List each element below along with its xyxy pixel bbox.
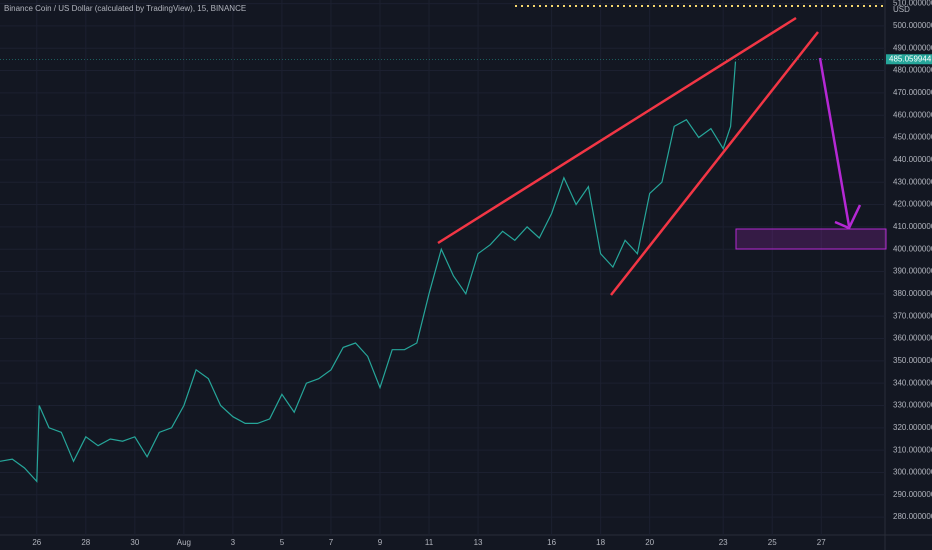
y-tick-label: 460.000000	[893, 110, 932, 119]
y-tick-label: 450.000000	[893, 133, 932, 142]
y-tick-label: 490.000000	[893, 43, 932, 52]
y-tick-label: 360.000000	[893, 334, 932, 343]
y-tick-label: 440.000000	[893, 155, 932, 164]
y-tick-label: 380.000000	[893, 289, 932, 298]
plot	[0, 61, 737, 483]
grid	[0, 0, 885, 535]
x-tick-label: 11	[425, 538, 434, 547]
y-tick-label: 320.000000	[893, 423, 932, 432]
target-zone	[735, 228, 887, 250]
wedge-upper-line	[437, 16, 797, 245]
y-tick-label: 290.000000	[893, 490, 932, 499]
y-tick-label: 340.000000	[893, 378, 932, 387]
x-tick-label: 20	[645, 538, 654, 547]
x-tick-label: 23	[719, 538, 728, 547]
x-tick-label: Aug	[177, 538, 191, 547]
y-tick-label: 410.000000	[893, 222, 932, 231]
x-tick-label: 26	[32, 538, 41, 547]
last-price-badge	[886, 54, 932, 65]
x-tick-label: 16	[547, 538, 556, 547]
currency-label: USD	[893, 5, 910, 14]
y-tick-label: 370.000000	[893, 311, 932, 320]
x-tick-label: 18	[596, 538, 605, 547]
x-tick-label: 3	[231, 538, 236, 547]
price-line	[0, 61, 737, 483]
y-tick-label: 310.000000	[893, 445, 932, 454]
y-tick-label: 400.000000	[893, 244, 932, 253]
x-tick-label: 5	[280, 538, 285, 547]
x-tick-label: 9	[378, 538, 383, 547]
y-tick-label: 350.000000	[893, 356, 932, 365]
y-tick-label: 470.000000	[893, 88, 932, 97]
target-arrow-head	[834, 204, 862, 230]
y-tick-label: 500.000000	[893, 21, 932, 30]
x-tick-label: 28	[81, 538, 90, 547]
x-tick-label: 27	[817, 538, 826, 547]
y-tick-label: 330.000000	[893, 401, 932, 410]
y-tick-label: 480.000000	[893, 66, 932, 75]
y-tick-label: 280.000000	[893, 512, 932, 521]
y-tick-label: 420.000000	[893, 200, 932, 209]
wedge-lower-line	[610, 31, 819, 296]
x-tick-label: 7	[329, 538, 334, 547]
x-tick-label: 30	[130, 538, 139, 547]
y-tick-label: 390.000000	[893, 267, 932, 276]
y-tick-label: 300.000000	[893, 468, 932, 477]
target-arrow	[818, 57, 851, 227]
y-tick-label: 430.000000	[893, 177, 932, 186]
x-tick-label: 25	[768, 538, 777, 547]
y-tick-label: 510.000000	[893, 0, 932, 8]
chart-title: Binance Coin / US Dollar (calculated by …	[4, 4, 246, 13]
last-price-label: 485.059944	[889, 54, 932, 63]
x-tick-label: 13	[474, 538, 483, 547]
